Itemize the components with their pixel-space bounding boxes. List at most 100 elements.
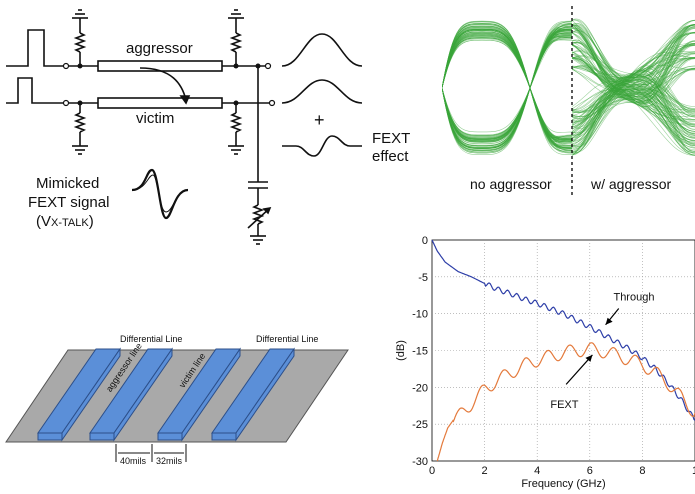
x-tick-label: 1 bbox=[692, 465, 695, 477]
pcb-trace-aggressor bbox=[89, 347, 173, 442]
eye-trace bbox=[571, 24, 695, 154]
mimicked-label-line2: FEXT signal bbox=[28, 194, 110, 211]
pcb-trace-4 bbox=[211, 347, 295, 442]
eye-trace bbox=[571, 27, 695, 128]
eye-trace bbox=[442, 25, 573, 153]
differential-line-label-1: Differential Line bbox=[120, 334, 183, 344]
eye-trace bbox=[442, 29, 573, 142]
eye-trace bbox=[571, 40, 695, 113]
eye-trace bbox=[442, 38, 573, 140]
series-line-fext bbox=[436, 342, 695, 462]
pcb-trace-victim bbox=[157, 347, 241, 442]
eye-trace bbox=[442, 37, 573, 141]
eye-trace bbox=[571, 32, 695, 114]
through-annotation-label: Through bbox=[613, 291, 654, 303]
eye-caption-no-aggressor: no aggressor bbox=[470, 176, 552, 192]
victim-transmission-line bbox=[97, 97, 223, 109]
eye-trace bbox=[442, 31, 573, 140]
eye-trace bbox=[571, 57, 695, 137]
eye-trace bbox=[442, 35, 573, 133]
eye-trace bbox=[442, 28, 573, 150]
eye-trace bbox=[442, 37, 573, 139]
eye-trace bbox=[442, 33, 573, 145]
eye-trace bbox=[442, 21, 573, 148]
eye-trace bbox=[571, 65, 695, 148]
eye-trace bbox=[571, 24, 695, 154]
fext-annotation-arrowhead bbox=[585, 354, 593, 362]
eye-trace bbox=[442, 31, 573, 137]
eye-trace bbox=[442, 32, 573, 143]
aggressor-transmission-line bbox=[97, 60, 223, 72]
eye-trace bbox=[442, 32, 573, 143]
eye-trace bbox=[571, 24, 695, 113]
spacing-dimension-32mils: 32mils bbox=[156, 456, 183, 466]
eye-trace bbox=[442, 35, 573, 133]
spacing-dimension-40mils: 40mils bbox=[120, 456, 147, 466]
pcb-trace-1 bbox=[37, 347, 121, 442]
x-tick-label: 2 bbox=[482, 465, 488, 477]
eye-trace bbox=[571, 39, 695, 113]
fext-effect-label-line2: effect bbox=[372, 148, 409, 165]
eye-trace bbox=[442, 22, 573, 136]
eye-trace bbox=[442, 36, 573, 141]
series-line-through bbox=[431, 239, 695, 421]
victim-input-pulse bbox=[6, 77, 64, 104]
eye-trace bbox=[571, 68, 695, 138]
eye-trace bbox=[442, 28, 573, 150]
eye-trace bbox=[571, 53, 695, 143]
eye-trace bbox=[571, 32, 695, 116]
eye-trace bbox=[571, 58, 695, 120]
aggressor-input-pulse bbox=[6, 29, 66, 67]
eye-trace bbox=[571, 57, 695, 137]
eye-trace bbox=[571, 43, 695, 121]
x-axis-label: Frequency (GHz) bbox=[521, 478, 605, 490]
mimicked-label-line3: (VX-TALK) bbox=[36, 213, 94, 230]
fext-effect-wave bbox=[282, 135, 362, 157]
eye-trace bbox=[442, 34, 573, 142]
eye-trace bbox=[442, 20, 573, 156]
eye-trace bbox=[442, 38, 573, 140]
eye-trace bbox=[571, 20, 695, 128]
eye-trace bbox=[442, 34, 573, 144]
eye-caption-with-aggressor: w/ aggressor bbox=[591, 176, 672, 192]
victim-label: victim bbox=[136, 110, 175, 127]
differential-line-label-2: Differential Line bbox=[256, 334, 319, 344]
eye-trace bbox=[442, 28, 573, 151]
eye-trace bbox=[442, 26, 573, 137]
y-tick-label: -15 bbox=[412, 346, 428, 358]
eye-trace bbox=[442, 31, 573, 140]
eye-trace bbox=[571, 20, 695, 136]
y-tick-label: -25 bbox=[412, 419, 428, 431]
eye-trace bbox=[442, 29, 573, 142]
y-tick-label: -20 bbox=[412, 382, 428, 394]
y-axis-label: (dB) bbox=[395, 340, 407, 361]
eye-trace bbox=[571, 32, 695, 113]
eye-trace bbox=[442, 31, 573, 137]
y-tick-label: -10 bbox=[412, 309, 428, 321]
y-tick-label: -5 bbox=[418, 272, 428, 284]
eye-trace bbox=[571, 53, 695, 143]
eye-trace bbox=[442, 30, 573, 142]
fext-circuit-schematic bbox=[6, 9, 363, 245]
eye-trace bbox=[442, 30, 573, 142]
x-tick-label: 8 bbox=[639, 465, 645, 477]
eye-trace bbox=[442, 37, 573, 139]
eye-trace bbox=[442, 36, 573, 140]
victim-output-wave bbox=[281, 79, 363, 104]
eye-trace bbox=[571, 27, 695, 128]
eye-trace bbox=[442, 35, 573, 140]
eye-trace bbox=[442, 33, 573, 145]
eye-trace bbox=[442, 22, 573, 138]
aggressor-label: aggressor bbox=[126, 40, 193, 57]
eye-trace bbox=[442, 29, 573, 140]
eye-trace bbox=[571, 45, 695, 107]
eye-trace bbox=[442, 36, 573, 140]
eye-trace bbox=[442, 37, 573, 141]
eye-trace bbox=[442, 34, 573, 144]
eye-diagram: no aggressor w/ aggressor bbox=[442, 6, 695, 197]
eye-trace bbox=[442, 36, 573, 152]
x-tick-label: 0 bbox=[429, 465, 435, 477]
eye-trace bbox=[442, 35, 573, 140]
pcb-differential-lines bbox=[5, 347, 349, 462]
plus-sign: + bbox=[314, 110, 325, 130]
